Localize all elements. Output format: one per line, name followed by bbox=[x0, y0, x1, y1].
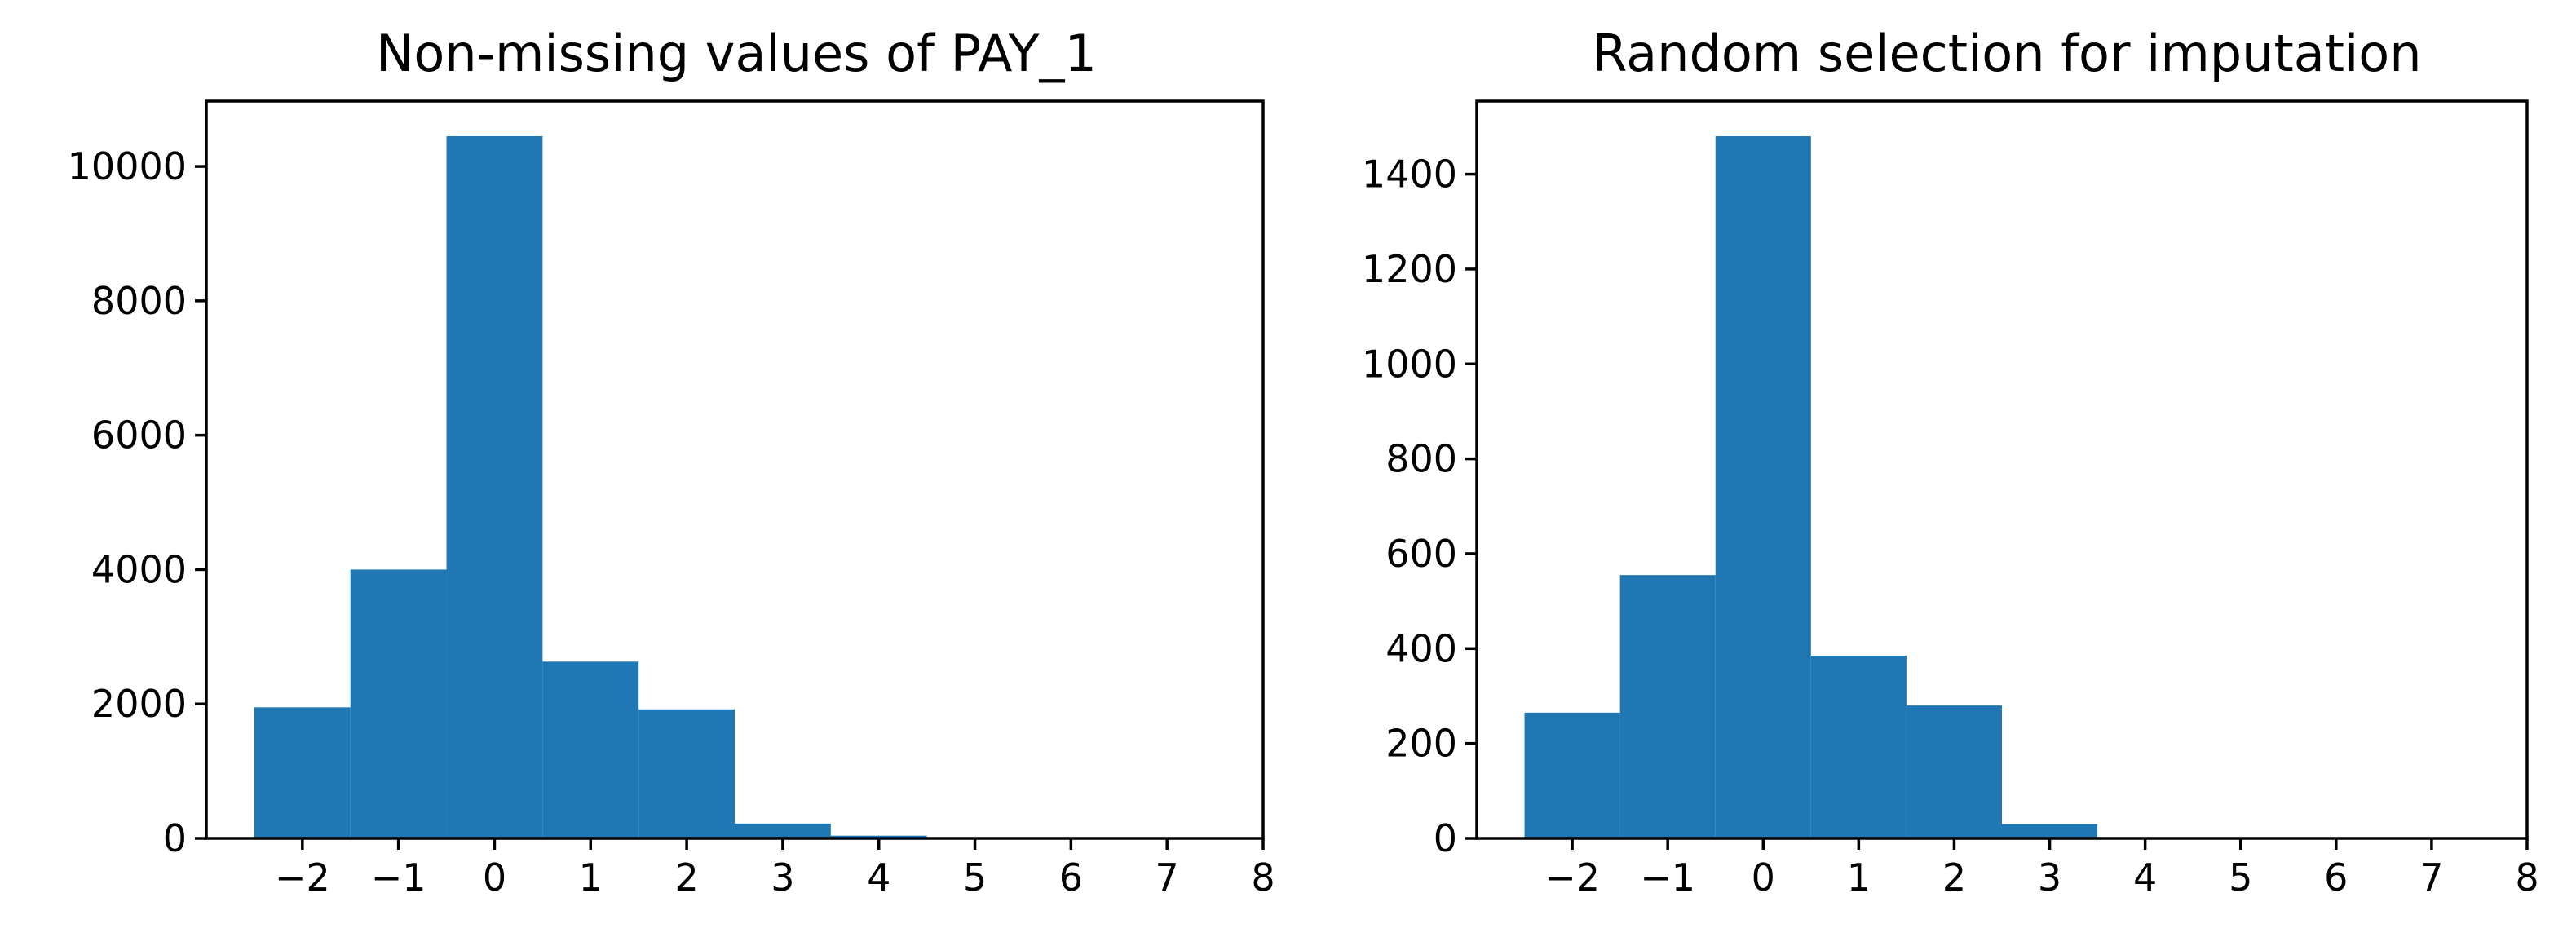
y-axis-ticks: 0 200 400 600 800 1000 1200 1400 bbox=[1362, 153, 1477, 860]
x-tick-label: 5 bbox=[963, 855, 987, 900]
x-tick-label: 8 bbox=[2515, 855, 2538, 900]
x-tick-label: 6 bbox=[1059, 855, 1083, 900]
x-tick-label: 7 bbox=[2419, 855, 2443, 900]
y-tick-label: 1400 bbox=[1362, 153, 1457, 197]
histogram-bar bbox=[1619, 575, 1716, 838]
y-tick-label: 800 bbox=[1385, 437, 1457, 481]
chart-title: Non-missing values of PAY_1 bbox=[376, 24, 1097, 83]
x-tick-label: 5 bbox=[2229, 855, 2252, 900]
histogram-bar bbox=[350, 569, 447, 838]
x-tick-label: 8 bbox=[1251, 855, 1275, 900]
x-tick-label: −2 bbox=[1544, 855, 1600, 900]
x-tick-label: 0 bbox=[483, 855, 506, 900]
y-tick-label: 6000 bbox=[91, 413, 187, 458]
x-tick-label: 1 bbox=[579, 855, 603, 900]
x-tick-label: 6 bbox=[2324, 855, 2348, 900]
axes-frame bbox=[205, 99, 1265, 840]
histogram-bar bbox=[1906, 705, 2002, 838]
x-axis-ticks: −2 −1 0 1 2 3 4 5 6 7 8 bbox=[275, 838, 1275, 900]
x-tick-label: 3 bbox=[2038, 855, 2061, 900]
histogram-bar bbox=[446, 136, 543, 838]
x-tick-label: 0 bbox=[1752, 855, 1775, 900]
y-tick-label: 200 bbox=[1385, 722, 1457, 766]
x-axis-ticks: −2 −1 0 1 2 3 4 5 6 7 8 bbox=[1544, 838, 2539, 900]
x-tick-label: 7 bbox=[1155, 855, 1179, 900]
axes-frame bbox=[1475, 99, 2529, 840]
histogram-bar bbox=[1715, 136, 1811, 839]
histogram-bar bbox=[1524, 712, 1620, 838]
x-tick-label: 3 bbox=[771, 855, 794, 900]
y-tick-label: 400 bbox=[1385, 626, 1457, 670]
y-axis-ticks: 0 2000 4000 6000 8000 10000 bbox=[68, 144, 206, 860]
y-tick-label: 0 bbox=[1434, 816, 1457, 860]
y-tick-label: 600 bbox=[1385, 532, 1457, 576]
y-tick-label: 1000 bbox=[1362, 342, 1457, 386]
y-tick-label: 8000 bbox=[91, 279, 187, 323]
x-tick-label: −1 bbox=[371, 855, 426, 900]
y-tick-label: 10000 bbox=[68, 144, 187, 188]
histogram-random-selection: Random selection for imputation 0 200 400 6… bbox=[1362, 24, 2539, 900]
chart-title: Random selection for imputation bbox=[1592, 24, 2421, 83]
y-tick-label: 4000 bbox=[91, 547, 187, 591]
histogram-bar bbox=[2002, 824, 2098, 838]
histogram-bar bbox=[735, 823, 831, 838]
histogram-bar bbox=[542, 661, 639, 838]
x-tick-label: 4 bbox=[867, 855, 890, 900]
x-tick-label: 4 bbox=[2133, 855, 2157, 900]
histogram-bar bbox=[638, 709, 735, 838]
y-tick-label: 0 bbox=[163, 816, 187, 860]
histogram-pay-1-non-missing: Non-missing values of PAY_1 020004000600… bbox=[68, 24, 1275, 900]
histogram-bar bbox=[254, 707, 351, 838]
y-tick-label: 1200 bbox=[1362, 247, 1457, 291]
x-tick-label: −2 bbox=[275, 855, 330, 900]
histogram-bar bbox=[1810, 656, 1907, 838]
x-tick-label: −1 bbox=[1640, 855, 1695, 900]
x-tick-label: 1 bbox=[1847, 855, 1871, 900]
x-tick-label: 2 bbox=[1942, 855, 1966, 900]
y-tick-label: 2000 bbox=[91, 682, 187, 726]
x-tick-label: 2 bbox=[674, 855, 698, 900]
bars-group bbox=[1524, 136, 2098, 839]
